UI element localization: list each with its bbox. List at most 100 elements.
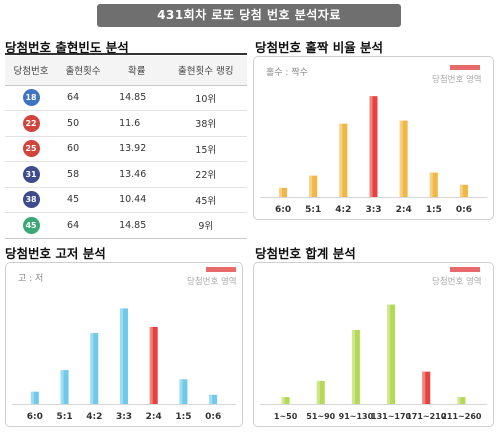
bar: [351, 330, 360, 404]
legend-label: 당첨번호 영역: [432, 277, 482, 287]
probability-cell: 13.92: [109, 136, 165, 162]
rank-cell: 38위: [164, 110, 247, 137]
frequency-table: 당첨번호 출현횟수 확률 출현횟수 랭킹 18 64 14.85 10위 22 50 11.…: [5, 56, 247, 239]
sum-section-title: 당첨번호 합계 분석: [255, 246, 356, 261]
table-row: 25 60 13.92 15위: [5, 136, 247, 162]
bar: [316, 380, 325, 404]
x-tick-label: 171~210: [406, 412, 447, 421]
count-cell: 60: [57, 136, 110, 162]
x-tick-label: 51~90: [306, 412, 335, 421]
x-tick-label: 131~170: [371, 412, 412, 421]
rank-cell: 15위: [164, 136, 247, 162]
table-row: 22 50 11.6 38위: [5, 110, 247, 137]
bar: [179, 379, 188, 404]
bar: [149, 326, 158, 404]
count-cell: 45: [57, 187, 110, 213]
number-cell: 38: [5, 187, 58, 213]
lotto-ball: 25: [22, 140, 40, 158]
bar: [30, 391, 39, 404]
high-low-chart-panel: 6:0 5:1 4:2 3:3 2:4 1:5 0:6 고 : 저 당첨번호 영역: [5, 262, 243, 427]
page-title-banner: 431회차 로또 당첨 번호 분석자료: [97, 4, 401, 27]
bar-highlight: [422, 371, 426, 404]
x-tick-label: 1~50: [274, 412, 298, 421]
x-tick-label: 1:5: [175, 412, 191, 422]
x-tick-label: 3:3: [116, 412, 132, 422]
number-cell: 25: [5, 136, 58, 162]
count-cell: 58: [57, 161, 110, 188]
bar: [209, 394, 218, 404]
x-tick-label: 0:6: [456, 205, 472, 215]
table-row: 38 45 10.44 45위: [5, 187, 247, 213]
bar-highlight: [457, 397, 461, 404]
bar: [429, 172, 438, 197]
table-row: 18 64 14.85 10위: [5, 85, 247, 111]
x-tick-label: 5:1: [57, 412, 73, 422]
bar: [309, 175, 318, 197]
table-row: 45 64 14.85 9위: [5, 212, 247, 239]
x-tick-label: 5:1: [305, 205, 321, 215]
probability-cell: 11.6: [109, 110, 165, 137]
bar: [60, 370, 69, 404]
x-tick-label: 0:6: [205, 412, 221, 422]
chart-subtitle: 홀수 : 짝수: [266, 68, 308, 78]
legend-label: 당첨번호 영역: [187, 277, 237, 287]
count-cell: 64: [57, 212, 110, 239]
bar: [369, 96, 378, 197]
probability-cell: 14.85: [109, 212, 165, 239]
bar-highlight: [179, 379, 183, 404]
bar: [387, 304, 396, 404]
bar-highlight: [209, 394, 213, 404]
rank-cell: 10위: [164, 85, 247, 111]
x-tick-label: 3:3: [365, 205, 381, 215]
lotto-ball: 38: [22, 191, 40, 209]
bar: [399, 120, 408, 197]
probability-cell: 14.85: [109, 85, 165, 111]
lotto-ball: 18: [22, 89, 40, 107]
bar: [339, 123, 348, 197]
freq-section-title: 당첨번호 출현빈도 분석: [5, 40, 129, 55]
bar-highlight: [316, 380, 320, 404]
sum-chart-panel: 1~50 51~90 91~130 131~170 171~210 211~260 당첨번…: [253, 262, 494, 427]
count-cell: 64: [57, 85, 110, 111]
freq-section-divider: [5, 53, 247, 55]
bar-highlight: [339, 123, 343, 197]
bar-highlight: [149, 326, 153, 404]
chart-subtitle: 고 : 저: [18, 274, 44, 284]
bar-highlight: [309, 175, 313, 197]
bar: [120, 308, 128, 404]
bar-chart: 6:0 5:1 4:2 3:3 2:4 1:5 0:6: [12, 308, 236, 422]
rank-cell: 9위: [164, 212, 247, 239]
number-cell: 31: [5, 161, 58, 188]
x-tick-label: 2:4: [396, 205, 412, 215]
probability-cell: 13.46: [109, 161, 165, 188]
odd-even-section-title: 당첨번호 홀짝 비율 분석: [255, 40, 384, 55]
probability-cell: 10.44: [109, 187, 165, 213]
bar: [457, 397, 466, 404]
lotto-ball: 45: [22, 216, 40, 234]
legend-swatch: [206, 267, 236, 272]
header-probability: 확률: [109, 56, 165, 86]
rank-cell: 22위: [164, 161, 247, 188]
bar-highlight: [459, 184, 463, 197]
number-cell: 45: [5, 212, 58, 239]
x-tick-label: 6:0: [27, 412, 43, 422]
bar-highlight: [281, 397, 285, 404]
x-tick-label: 6:0: [275, 205, 291, 215]
x-tick-label: 91~130: [339, 412, 374, 421]
odd-even-chart-panel: 6:0 5:1 4:2 3:3 2:4 1:5 0:6 홀수 : 짝수 당첨번호 영역: [253, 56, 494, 220]
header-rank: 출현횟수 랭킹: [164, 56, 247, 86]
bar-highlight: [429, 172, 433, 197]
table-row: 31 58 13.46 22위: [5, 161, 247, 188]
bar-highlight: [351, 330, 355, 404]
bar: [281, 397, 290, 404]
lotto-ball: 22: [22, 114, 40, 132]
table-header-row: 당첨번호 출현횟수 확률 출현횟수 랭킹: [5, 56, 247, 86]
number-cell: 18: [5, 85, 58, 111]
bar-highlight: [90, 333, 94, 404]
bar-highlight: [399, 120, 403, 197]
legend-swatch: [450, 65, 480, 70]
bar-chart: 6:0 5:1 4:2 3:3 2:4 1:5 0:6: [260, 96, 487, 215]
count-cell: 50: [57, 110, 110, 137]
legend-swatch: [450, 267, 480, 272]
